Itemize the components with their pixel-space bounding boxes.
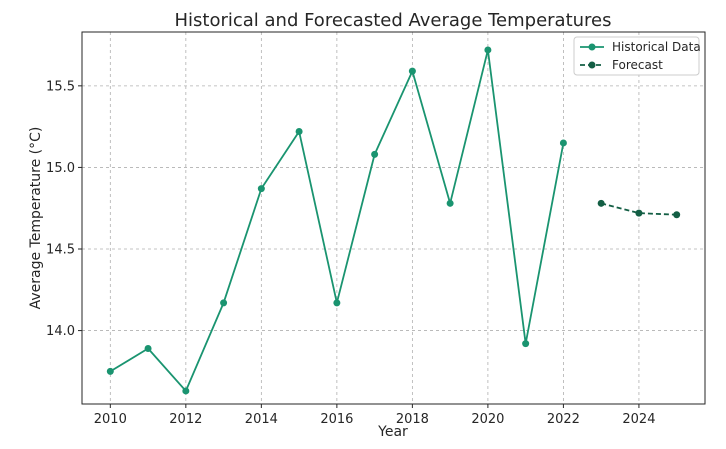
historical-point: [220, 299, 228, 307]
historical-point: [408, 67, 416, 75]
y-tick-label: 15.0: [46, 161, 75, 176]
series-layer: [106, 46, 681, 395]
x-axis-label: Year: [377, 424, 408, 440]
ticks: 2010 2012 2014 2016 2018 2020 2022 2024 14.0 14.5…: [46, 79, 655, 427]
historical-point: [144, 345, 152, 353]
legend-box: [573, 36, 700, 76]
x-tick-label: 2014: [245, 412, 278, 427]
legend: Historical Data Forecast: [573, 36, 701, 76]
plot-frame: [81, 31, 706, 405]
x-tick-label: 2018: [396, 412, 429, 427]
historical-point: [522, 340, 530, 348]
x-tick-label: 2010: [94, 412, 127, 427]
y-tick-label: 14.0: [46, 324, 75, 339]
historical-point: [182, 387, 190, 395]
historical-point: [333, 299, 341, 307]
historical-point: [371, 150, 379, 158]
forecast-point: [597, 199, 605, 207]
x-tick-label: 2020: [471, 412, 504, 427]
x-tick-label: 2024: [622, 412, 655, 427]
forecast-point: [635, 209, 643, 217]
legend-historical-marker: [588, 43, 596, 51]
y-tick-label: 14.5: [46, 243, 75, 258]
historical-point: [446, 199, 454, 207]
legend-forecast-marker: [588, 61, 596, 69]
historical-point: [295, 128, 303, 136]
y-axis-label: Average Temperature (°C): [28, 127, 44, 310]
axes: [81, 31, 706, 405]
chart-title: Historical and Forecasted Average Temper…: [174, 10, 611, 31]
x-tick-label: 2016: [320, 412, 353, 427]
y-tick-label: 15.5: [46, 79, 75, 94]
forecast-series-line: [600, 202, 677, 216]
x-tick-label: 2012: [169, 412, 202, 427]
grid: [82, 32, 705, 404]
historical-point: [257, 185, 265, 193]
legend-forecast-label: Forecast: [612, 58, 663, 72]
x-tick-label: 2022: [547, 412, 580, 427]
forecast-point: [673, 211, 681, 219]
legend-historical-label: Historical Data: [612, 40, 701, 54]
historical-point: [106, 367, 114, 375]
historical-point: [484, 46, 492, 54]
historical-point: [559, 139, 567, 147]
